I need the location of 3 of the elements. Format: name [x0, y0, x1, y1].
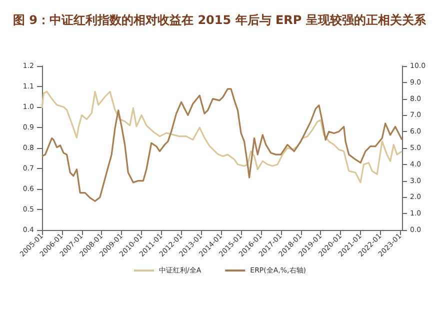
line-series [41, 90, 403, 184]
chart-title: 图 9：中证红利指数的相对收益在 2015 年后与 ERP 呈现较强的正相关关系 [13, 13, 427, 27]
line-series [41, 88, 403, 202]
